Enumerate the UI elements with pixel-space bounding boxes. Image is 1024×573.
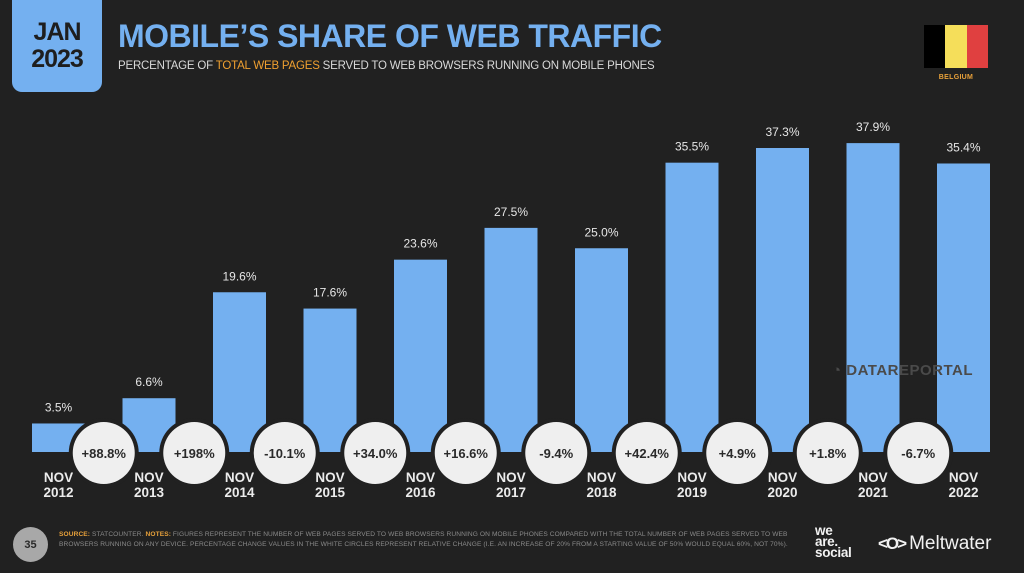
x-tick-label-year: 2018 [586, 485, 617, 500]
meltwater-wordmark: Meltwater [909, 533, 992, 554]
x-tick-label-month: NOV [315, 470, 344, 485]
datareportal-watermark: ◔ DATAREPORTAL [832, 362, 973, 379]
subtitle-pre: PERCENTAGE OF [118, 60, 216, 72]
date-badge-month: JAN [33, 18, 81, 46]
notes-key: NOTES: [145, 531, 171, 538]
bar-value-label: 17.6% [313, 286, 347, 300]
change-label: +4.9% [719, 446, 757, 461]
x-tick-label-month: NOV [768, 470, 797, 485]
bar-value-label: 25.0% [584, 225, 618, 239]
flag-stripe-black [924, 25, 946, 68]
datareportal-icon: ◔ [832, 362, 847, 379]
change-circle [434, 422, 497, 484]
date-badge-year: 2023 [31, 45, 84, 73]
x-tick-label-month: NOV [677, 470, 706, 485]
change-circle [796, 422, 859, 484]
change-circle [344, 422, 407, 484]
x-tick-label-year: 2014 [224, 485, 255, 500]
x-tick-label-month: NOV [587, 470, 616, 485]
x-tick-label-month: NOV [858, 470, 887, 485]
page-subtitle: PERCENTAGE OF TOTAL WEB PAGES SERVED TO … [118, 60, 655, 72]
page-number: 35 [13, 527, 48, 562]
change-label: +1.8% [809, 446, 847, 461]
meltwater-mark-icon: <O> [878, 534, 907, 553]
bar [303, 308, 357, 452]
belgium-flag-icon [924, 25, 988, 68]
bar-value-label: 35.5% [675, 140, 709, 154]
bar-value-label: 27.5% [494, 205, 528, 219]
x-tick-label-year: 2021 [858, 485, 889, 500]
bar [846, 143, 900, 453]
bar-value-label: 37.9% [856, 120, 890, 134]
flag-stripe-yellow [945, 25, 967, 68]
logo-social: social [815, 545, 852, 560]
we-are-social-logo: we are. social [815, 523, 852, 560]
x-tick-label-year: 2015 [315, 485, 346, 500]
date-badge: JAN 2023 [12, 0, 102, 92]
change-circle [525, 422, 588, 484]
bar [484, 227, 538, 452]
change-label: +42.4% [625, 446, 670, 461]
x-tick-label-month: NOV [225, 470, 254, 485]
change-label: -9.4% [539, 446, 573, 461]
x-tick-label-month: NOV [406, 470, 435, 485]
bar [665, 162, 719, 453]
change-label: -6.7% [901, 446, 935, 461]
country-label: BELGIUM [938, 74, 974, 81]
change-circle [72, 422, 135, 484]
change-label: +88.8% [82, 446, 127, 461]
logo-are: are. [815, 534, 838, 549]
change-label: +198% [174, 446, 215, 461]
bar [394, 259, 447, 452]
x-tick-label-month: NOV [949, 470, 978, 485]
x-tick-label-month: NOV [134, 470, 163, 485]
change-circle [706, 422, 769, 484]
bar-value-label: 23.6% [403, 237, 437, 251]
bar [213, 292, 266, 452]
change-label: +34.0% [353, 446, 398, 461]
meltwater-logo: <O> Meltwater [878, 533, 991, 555]
change-circle [163, 422, 226, 484]
watermark-text: DATAREPORTAL [846, 362, 974, 379]
x-tick-label-month: NOV [496, 470, 525, 485]
bar [937, 163, 990, 453]
x-tick-label-year: 2012 [43, 485, 73, 500]
bar-value-label: 6.6% [135, 375, 163, 389]
bar-value-label: 35.4% [946, 140, 980, 154]
x-tick-label-year: 2016 [405, 485, 436, 500]
bar [756, 148, 809, 452]
bar-value-label: 19.6% [222, 269, 256, 283]
change-circle [887, 422, 950, 484]
logo-we: we [815, 523, 833, 538]
x-tick-label-year: 2013 [134, 485, 165, 500]
source-text: STATCOUNTER. [90, 531, 146, 538]
source-key: SOURCE: [59, 531, 91, 538]
notes-text: FIGURES REPRESENT THE NUMBER OF WEB PAGE… [59, 531, 788, 548]
x-tick-label-month: NOV [44, 470, 73, 485]
flag-stripe-red [966, 25, 988, 68]
bar-value-label: 37.3% [765, 125, 799, 139]
bar-value-label: 3.5% [45, 400, 73, 414]
page-title: MOBILE’S SHARE OF WEB TRAFFIC [118, 18, 662, 54]
change-label: -10.1% [264, 446, 306, 461]
subtitle-post: SERVED TO WEB BROWSERS RUNNING ON MOBILE… [319, 60, 655, 72]
footnote: SOURCE: STATCOUNTER. NOTES: FIGURES REPR… [59, 530, 799, 550]
change-circle [253, 422, 316, 484]
change-circle [615, 422, 678, 484]
subtitle-highlight: TOTAL WEB PAGES [215, 60, 320, 72]
x-tick-label-year: 2022 [948, 485, 978, 500]
x-tick-label-year: 2017 [496, 485, 526, 500]
x-tick-label-year: 2020 [767, 485, 797, 500]
x-tick-label-year: 2019 [677, 485, 707, 500]
change-label: +16.6% [444, 446, 489, 461]
bar [575, 248, 628, 452]
